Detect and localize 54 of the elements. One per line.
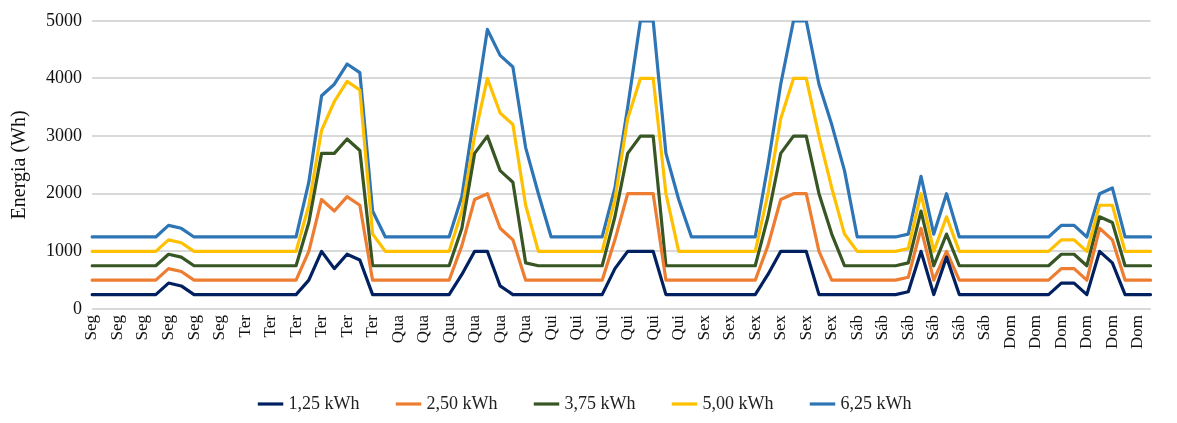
legend-label: 6,25 kWh [840,392,912,413]
x-tick-label: Seg [183,314,203,341]
legend-label: 5,00 kWh [702,392,774,413]
x-tick-label: Sex [770,314,790,341]
x-tick-label: Qui [591,314,611,341]
x-tick-label: Ter [362,314,382,338]
x-tick-label: Qui [566,314,586,341]
x-tick-label: Sex [795,314,815,341]
x-tick-label: Ter [311,314,331,338]
x-tick-label: Ter [336,314,356,338]
y-tick-label: 0 [73,297,82,318]
legend-label: 2,50 kWh [426,392,498,413]
y-tick-label: 5000 [46,9,82,30]
x-tick-label: Seg [157,314,177,341]
x-tick-label: Seg [81,314,101,341]
x-tick-label: Qua [489,314,509,344]
x-tick-label: Sex [744,314,764,341]
x-tick-label: Ter [234,314,254,338]
x-tick-label: Qui [617,314,637,341]
x-tick-label: Dom [1127,315,1147,349]
x-tick-label: Qui [668,314,688,341]
x-tick-label: Qua [464,314,484,344]
x-tick-label: Sáb [872,315,892,341]
x-tick-label: Dom [1076,315,1096,349]
x-tick-label: Qua [438,314,458,344]
x-tick-label: Sex [719,314,739,341]
legend-label: 1,25 kWh [288,392,360,413]
x-tick-label: Dom [1101,315,1121,349]
y-tick-label: 1000 [46,240,82,261]
x-tick-label: Sáb [897,315,917,341]
x-tick-label: Sáb [948,315,968,341]
y-axis-title: Energia (Wh) [7,110,31,220]
x-tick-label: Qua [413,314,433,344]
x-tick-label: Sáb [974,315,994,341]
x-tick-label: Sáb [846,315,866,341]
x-tick-label: Sex [821,314,841,341]
x-tick-label: Qui [642,314,662,341]
legend-label: 3,75 kWh [564,392,636,413]
x-tick-label: Dom [1050,315,1070,349]
x-tick-label: Dom [999,315,1019,349]
y-tick-label: 3000 [46,124,82,145]
x-tick-label: Dom [1025,315,1045,349]
y-tick-label: 4000 [46,67,82,88]
x-tick-label: Sex [693,314,713,341]
x-tick-label: Qua [387,314,407,344]
x-tick-label: Sáb [923,315,943,341]
y-tick-label: 2000 [46,182,82,203]
x-tick-label: Ter [285,314,305,338]
x-tick-label: Qui [540,314,560,341]
x-tick-label: Seg [209,314,229,341]
x-tick-label: Seg [106,314,126,341]
x-tick-label: Qua [515,314,535,344]
x-tick-label: Seg [132,314,152,341]
x-tick-label: Ter [260,314,280,338]
